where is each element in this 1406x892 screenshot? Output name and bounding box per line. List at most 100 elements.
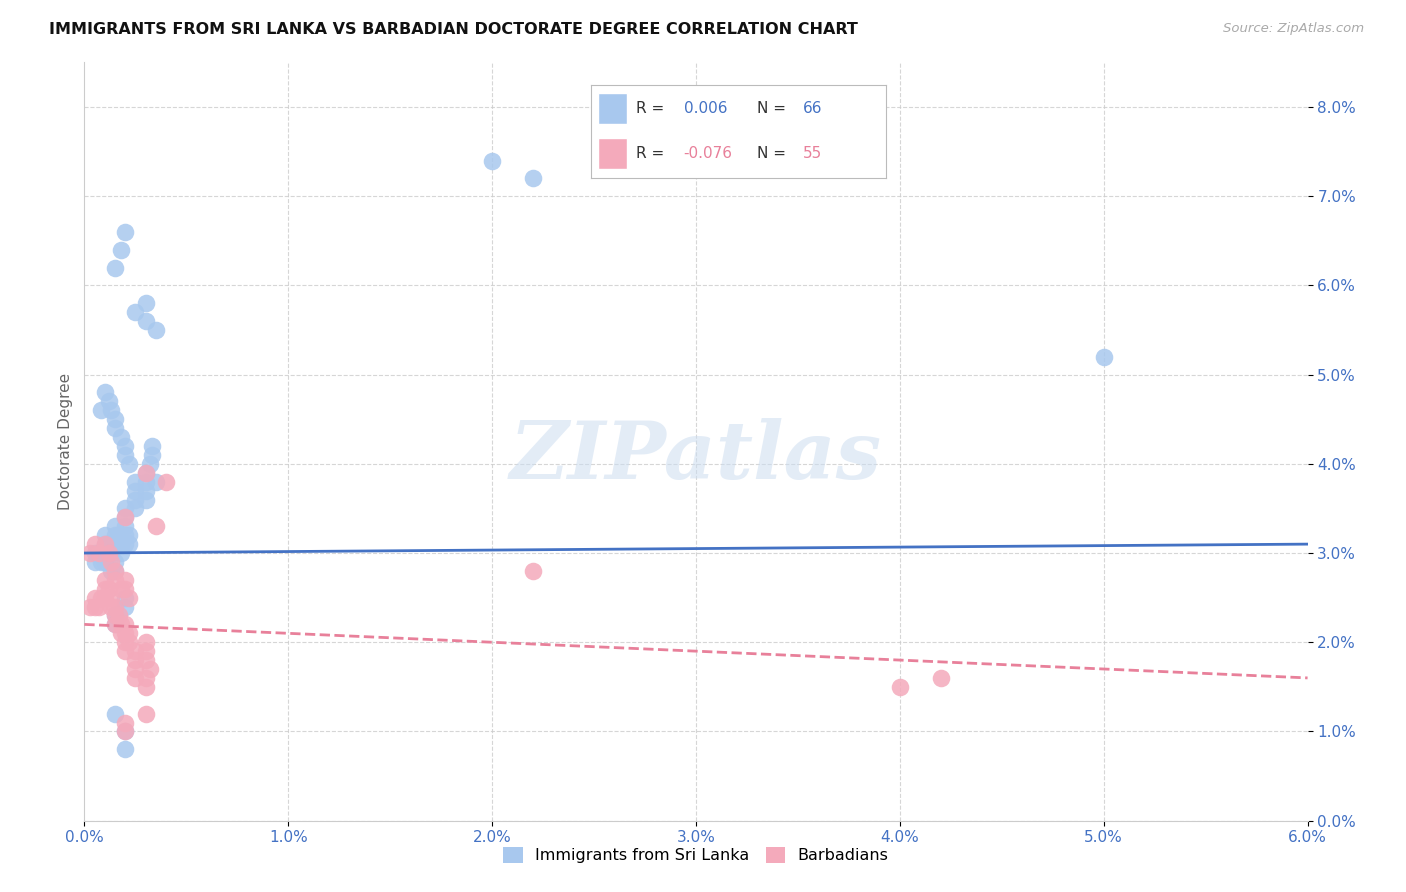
- Point: [104, 617, 127, 632]
- Point: [114, 573, 136, 587]
- Text: ZIPatlas: ZIPatlas: [510, 418, 882, 495]
- Point: [114, 635, 136, 649]
- Point: [118, 635, 141, 649]
- Point: [155, 475, 177, 489]
- Point: [93, 582, 117, 596]
- Text: -0.076: -0.076: [683, 146, 733, 161]
- Point: [522, 564, 544, 578]
- Point: [93, 537, 117, 551]
- Point: [124, 671, 146, 685]
- Point: [104, 564, 127, 578]
- Point: [90, 403, 112, 417]
- Point: [90, 555, 112, 569]
- Y-axis label: Doctorate Degree: Doctorate Degree: [58, 373, 73, 510]
- Text: IMMIGRANTS FROM SRI LANKA VS BARBADIAN DOCTORATE DEGREE CORRELATION CHART: IMMIGRANTS FROM SRI LANKA VS BARBADIAN D…: [49, 22, 858, 37]
- Point: [114, 439, 136, 453]
- Point: [138, 457, 160, 471]
- Bar: [598, 138, 627, 169]
- Point: [100, 564, 122, 578]
- Text: 0.006: 0.006: [683, 101, 727, 116]
- Point: [124, 662, 146, 676]
- Point: [114, 715, 136, 730]
- Point: [124, 483, 146, 498]
- Point: [87, 599, 110, 614]
- Point: [104, 519, 127, 533]
- Point: [110, 537, 132, 551]
- Point: [135, 680, 157, 694]
- Point: [114, 617, 136, 632]
- Point: [110, 582, 132, 596]
- Point: [145, 475, 167, 489]
- Point: [90, 591, 112, 605]
- Point: [889, 680, 911, 694]
- Point: [97, 537, 120, 551]
- Point: [141, 448, 163, 462]
- Point: [104, 573, 127, 587]
- Point: [83, 599, 105, 614]
- Point: [104, 412, 127, 426]
- Point: [135, 635, 157, 649]
- Point: [104, 617, 127, 632]
- Text: N =: N =: [758, 146, 792, 161]
- Text: N =: N =: [758, 101, 792, 116]
- Point: [114, 537, 136, 551]
- Point: [110, 430, 132, 444]
- Point: [108, 608, 131, 623]
- Point: [124, 475, 146, 489]
- Point: [97, 582, 120, 596]
- Point: [114, 599, 136, 614]
- Text: Source: ZipAtlas.com: Source: ZipAtlas.com: [1223, 22, 1364, 36]
- Point: [114, 591, 136, 605]
- Point: [114, 519, 136, 533]
- Point: [114, 626, 136, 640]
- Point: [135, 483, 157, 498]
- Point: [114, 644, 136, 658]
- Point: [100, 546, 122, 560]
- Point: [114, 742, 136, 756]
- Point: [97, 546, 120, 560]
- Point: [100, 403, 122, 417]
- Point: [83, 555, 105, 569]
- Point: [104, 608, 127, 623]
- Point: [110, 626, 132, 640]
- Point: [114, 448, 136, 462]
- Bar: [598, 93, 627, 124]
- Point: [110, 243, 132, 257]
- Point: [114, 724, 136, 739]
- Point: [97, 394, 120, 409]
- Point: [93, 546, 117, 560]
- Point: [93, 591, 117, 605]
- Point: [135, 671, 157, 685]
- Point: [93, 555, 117, 569]
- Point: [135, 644, 157, 658]
- Point: [104, 608, 127, 623]
- Point: [118, 528, 141, 542]
- Text: R =: R =: [637, 146, 669, 161]
- Point: [87, 546, 110, 560]
- Point: [135, 492, 157, 507]
- Point: [141, 439, 163, 453]
- Point: [104, 537, 127, 551]
- Point: [100, 555, 122, 569]
- Point: [104, 706, 127, 721]
- Point: [93, 385, 117, 400]
- Legend: Immigrants from Sri Lanka, Barbadians: Immigrants from Sri Lanka, Barbadians: [498, 840, 894, 870]
- Point: [104, 260, 127, 275]
- Point: [138, 662, 160, 676]
- Point: [124, 492, 146, 507]
- Point: [93, 528, 117, 542]
- Point: [83, 546, 105, 560]
- Text: R =: R =: [637, 101, 669, 116]
- Point: [124, 501, 146, 516]
- Text: 55: 55: [803, 146, 823, 161]
- Point: [114, 582, 136, 596]
- Point: [135, 296, 157, 310]
- Point: [104, 528, 127, 542]
- Point: [135, 466, 157, 480]
- Point: [118, 537, 141, 551]
- Point: [118, 457, 141, 471]
- Point: [481, 153, 503, 168]
- Point: [100, 591, 122, 605]
- Point: [100, 599, 122, 614]
- Point: [108, 528, 131, 542]
